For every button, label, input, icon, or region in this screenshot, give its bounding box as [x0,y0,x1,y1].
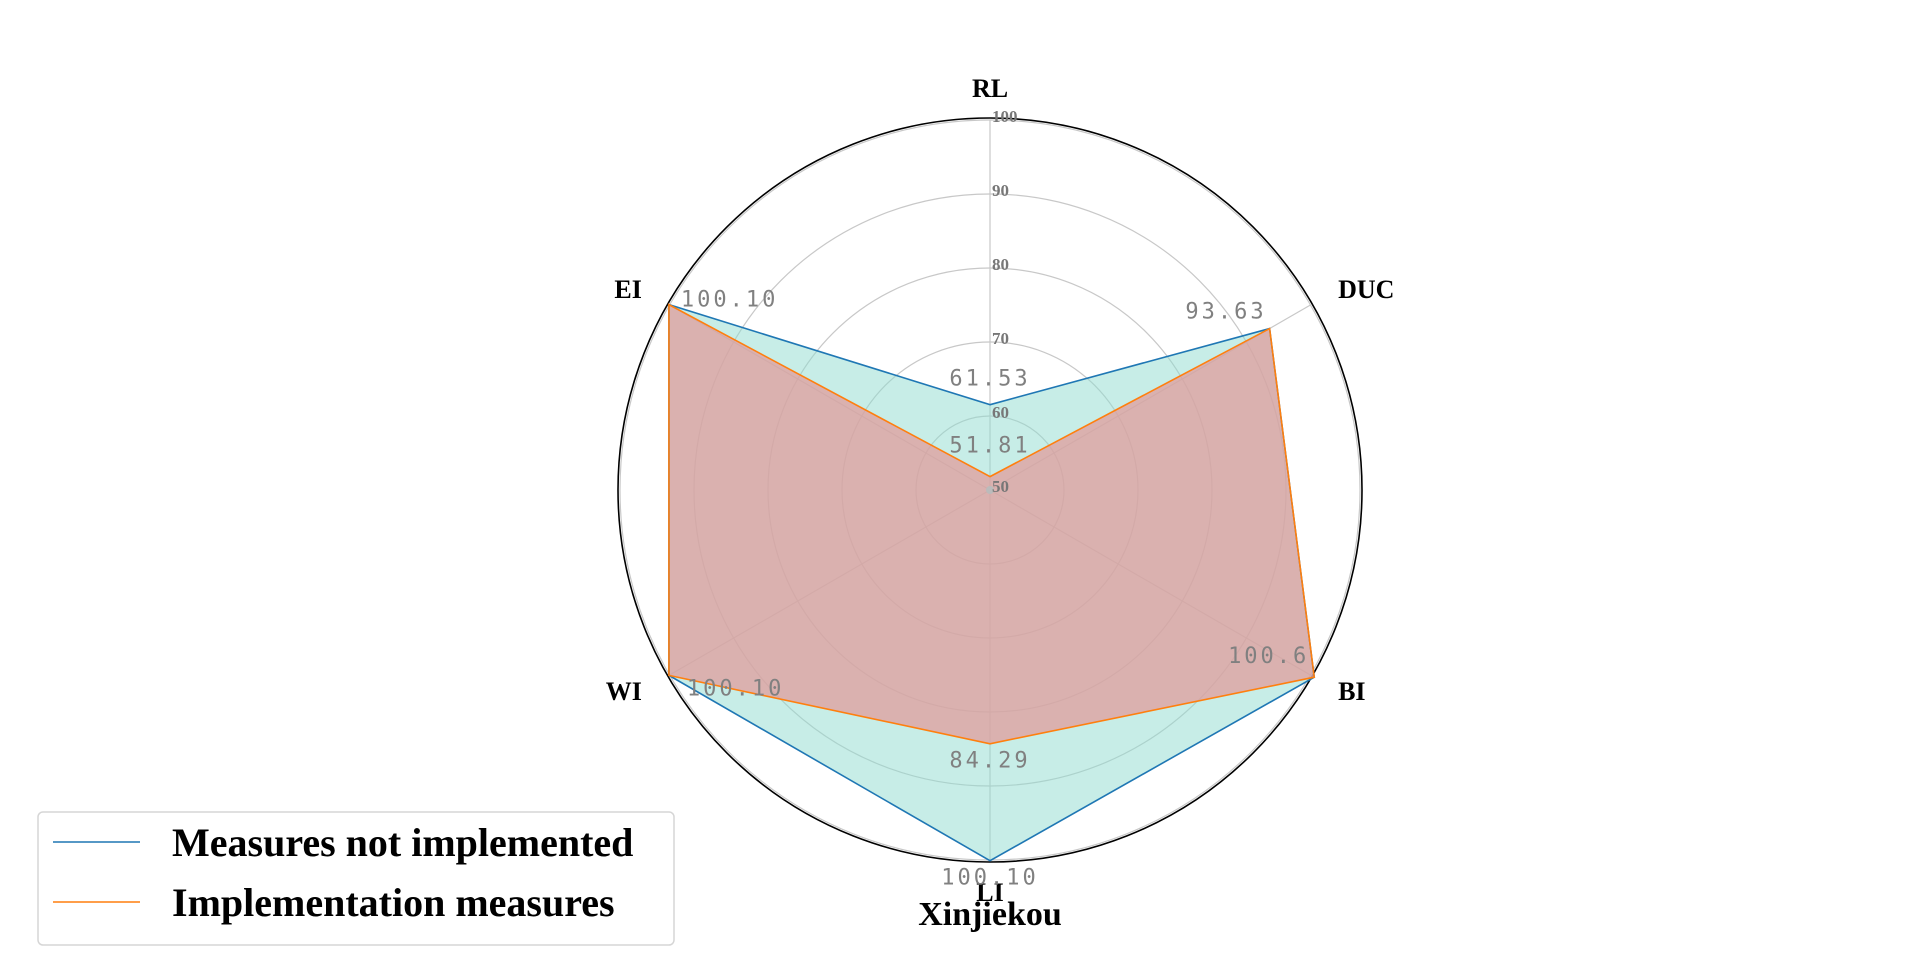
value-label: 84.29 [949,749,1030,774]
axis-label-ei: EI [614,275,641,304]
value-label: 100.10 [681,288,778,313]
radial-tick-label: 70 [992,329,1009,348]
value-label: 93.63 [1185,300,1266,325]
legend-box [37,811,675,946]
legend-entry-1: Measures not implemented [172,820,633,865]
radial-tick-label: 80 [992,255,1009,274]
outer-frame [617,117,1363,863]
value-label: 61.53 [949,367,1030,392]
legend-entry-2: Implementation measures [172,880,615,925]
series-fill-layer [668,304,1315,861]
axis-label-rl: RL [972,74,1008,103]
radial-tick-label: 100 [992,107,1018,126]
value-label: 100.6 [1228,644,1309,669]
radial-tick-label: 90 [992,181,1009,200]
series-fill-2 [668,304,1315,744]
axis-label-li: LI [976,878,1003,907]
axis-label-wi: WI [606,677,642,706]
legend: Measures not implemented Implementation m… [37,811,675,946]
value-label: 51.81 [949,434,1030,459]
value-labels: 61.53 51.81 93.63 100.6 84.29 100.10 100.10 100… [681,288,1309,891]
radial-tick-labels: 50 60 70 80 90 100 [992,107,1018,496]
value-label: 100.10 [687,676,784,701]
series-outline-layer [668,303,1316,862]
value-label: 100.10 [941,866,1038,891]
radial-tick-label: 50 [992,477,1009,496]
axis-label-bi: BI [1338,677,1365,706]
chart-title: Xinjiekou [918,896,1062,933]
axis-label-duc: DUC [1338,275,1394,304]
series-line-2 [668,303,1316,745]
radial-tick-label: 60 [992,403,1009,422]
center-dot [986,486,994,494]
axis-labels: RL DUC BI LI WI EI [606,74,1395,907]
